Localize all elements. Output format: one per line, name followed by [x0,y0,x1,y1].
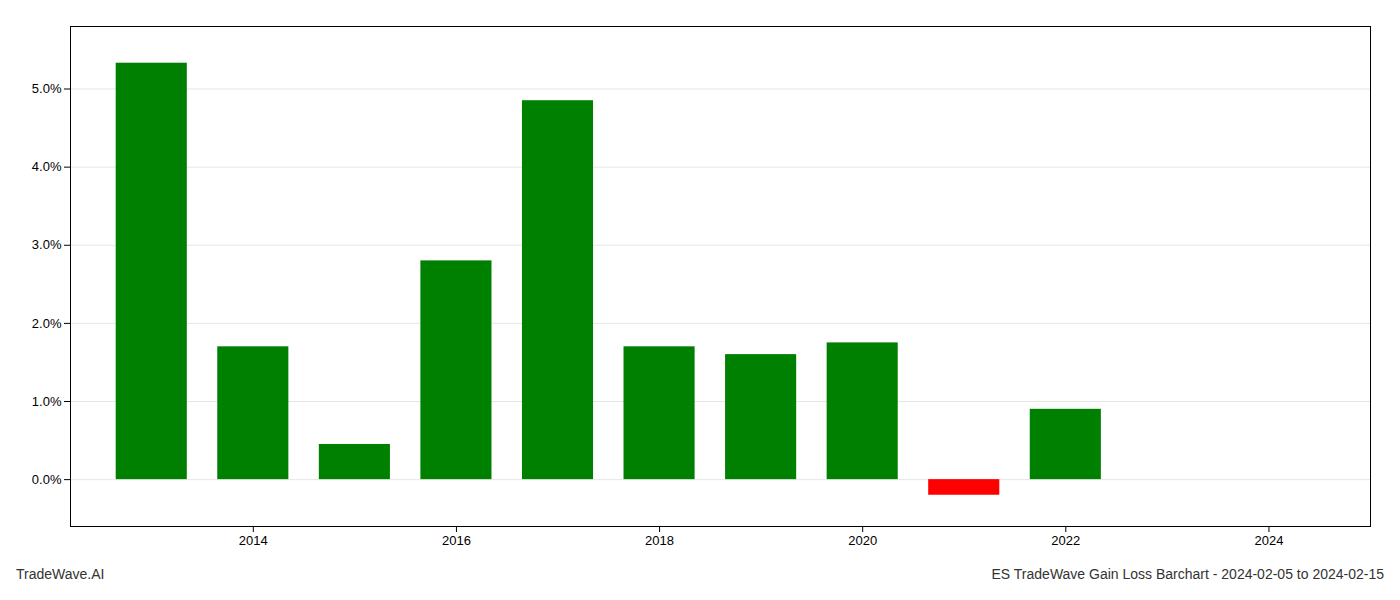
svg-text:2022: 2022 [1051,533,1080,548]
svg-text:2.0%: 2.0% [32,316,62,331]
html-text:TradeWave.AI: TradeWave.AI [16,566,105,582]
html-text:ES TradeWave Gain Loss Barchar: ES TradeWave Gain Loss Barchart - 2024-0… [991,566,1384,582]
svg-text:2016: 2016 [442,533,471,548]
svg-text:4.0%: 4.0% [32,159,62,174]
svg-text:0.0%: 0.0% [32,472,62,487]
svg-text:2020: 2020 [848,533,877,548]
svg-text:2018: 2018 [645,533,674,548]
svg-text:5.0%: 5.0% [32,81,62,96]
svg-text:1.0%: 1.0% [32,394,62,409]
svg-text:2014: 2014 [239,533,268,548]
svg-text:3.0%: 3.0% [32,237,62,252]
svg-text:2024: 2024 [1254,533,1283,548]
